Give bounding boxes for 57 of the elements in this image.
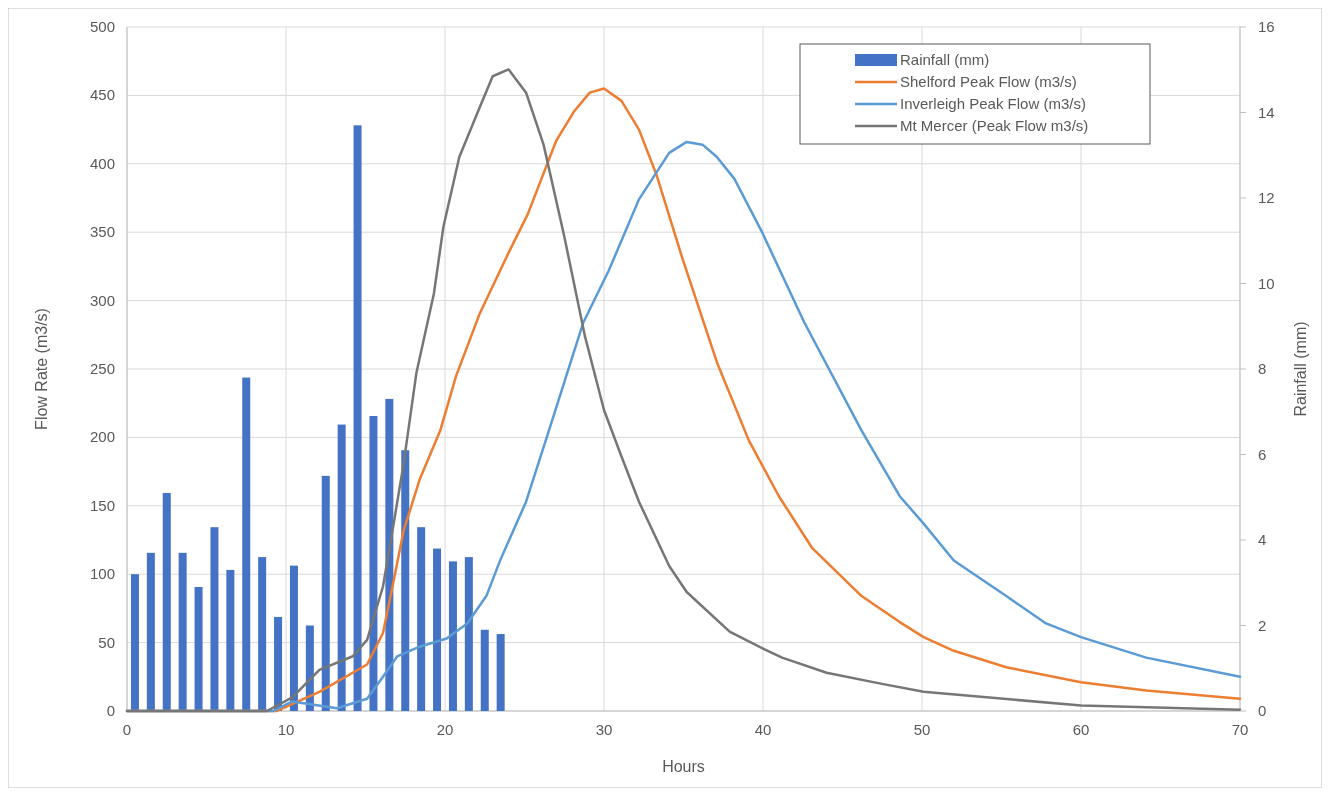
- y-tick-label: 250: [89, 360, 115, 377]
- x-tick-label: 70: [1231, 721, 1249, 738]
- y2-tick-label: 14: [1258, 103, 1275, 121]
- bar: [353, 125, 362, 711]
- x-tick-label: 40: [754, 721, 772, 738]
- bar: [464, 557, 473, 711]
- bar: [433, 548, 442, 711]
- y-tick-label: 500: [89, 18, 115, 35]
- y-tick-label: 50: [98, 633, 115, 651]
- bar: [337, 424, 346, 711]
- bar: [210, 527, 219, 711]
- y-tick-label: 450: [89, 86, 115, 104]
- y-tick-label: 200: [89, 428, 115, 446]
- y2-tick-label: 8: [1258, 360, 1267, 377]
- y2-tick-label: 2: [1258, 616, 1267, 634]
- y2-tick-label: 12: [1258, 189, 1275, 206]
- x-tick-label: 20: [436, 721, 454, 738]
- bar: [146, 552, 155, 711]
- y-tick-label: 150: [89, 496, 115, 514]
- legend-label: Rainfall (mm): [900, 51, 990, 68]
- y-tick-label: 400: [89, 154, 115, 172]
- y2-tick-label: 4: [1258, 531, 1267, 548]
- bar: [194, 587, 203, 711]
- bar: [369, 416, 378, 711]
- legend-label: Inverleigh Peak Flow (m3/s): [900, 95, 1086, 112]
- y2-tick-label: 0: [1258, 702, 1267, 719]
- y-axis-title: Flow Rate (m3/s): [33, 308, 50, 430]
- x-tick-label: 60: [1072, 721, 1090, 738]
- x-tick-label: 0: [122, 721, 132, 738]
- x-tick-label: 10: [277, 721, 295, 738]
- bar: [448, 561, 457, 711]
- y2-tick-label: 6: [1258, 445, 1267, 463]
- bar: [289, 565, 298, 711]
- bar: [321, 475, 330, 711]
- bar: [401, 450, 410, 711]
- y-tick-label: 0: [106, 702, 115, 719]
- x-axis-title: Hours: [662, 758, 705, 775]
- y2-tick-label: 16: [1258, 18, 1275, 35]
- bar: [417, 527, 426, 711]
- y2-axis-title: Rainfall (mm): [1292, 321, 1309, 417]
- legend-label: Shelford Peak Flow (m3/s): [900, 73, 1077, 90]
- y-tick-label: 350: [89, 223, 115, 241]
- bar: [226, 569, 235, 711]
- y-tick-label: 300: [89, 291, 115, 309]
- bar: [274, 616, 283, 711]
- bar: [242, 377, 251, 711]
- bar: [130, 574, 139, 711]
- bar: [480, 629, 489, 711]
- bar: [496, 634, 505, 711]
- y2-tick-label: 10: [1258, 274, 1275, 292]
- legend-label: Mt Mercer (Peak Flow m3/s): [900, 117, 1089, 134]
- x-tick-label: 30: [595, 721, 613, 738]
- bar: [258, 557, 267, 711]
- bar: [162, 492, 171, 711]
- y-tick-label: 100: [89, 565, 115, 583]
- bar: [178, 552, 187, 711]
- x-tick-label: 50: [913, 721, 931, 738]
